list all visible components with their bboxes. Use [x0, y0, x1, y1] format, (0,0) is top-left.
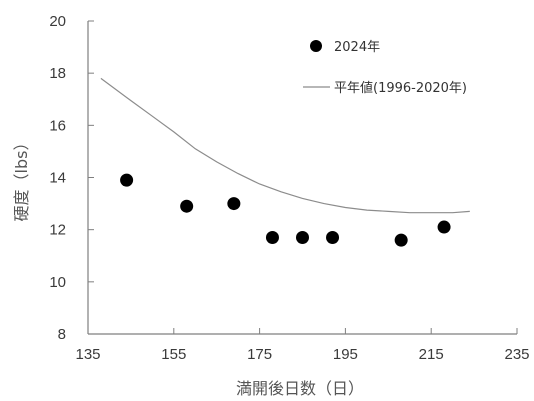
data-point-2024 — [296, 230, 309, 244]
legend: 2024年 平年値(1996-2020年) — [303, 40, 467, 96]
x-tick-label: 195 — [333, 346, 358, 363]
x-axis-title: 満開後日数（日） — [236, 379, 364, 398]
x-tick-label: 135 — [75, 346, 100, 363]
y-tick-label: 18 — [49, 65, 66, 82]
legend-label-2024: 2024年 — [334, 40, 380, 55]
ticks-layer: 135 155 175 195 215 235 8 10 12 14 16 18 20 — [49, 13, 529, 363]
x-tick-label: 155 — [161, 346, 186, 363]
legend-label-normal: 平年値(1996-2020年) — [334, 80, 467, 96]
data-point-2024 — [120, 173, 134, 187]
y-tick-label: 10 — [49, 274, 66, 291]
data-point-2024 — [265, 230, 279, 244]
y-tick-label: 14 — [49, 170, 66, 187]
legend-marker-2024 — [310, 40, 322, 52]
data-point-2024 — [326, 230, 340, 244]
y-axis-title: 硬度（lbs） — [12, 135, 31, 222]
data-point-2024 — [394, 233, 408, 247]
series-line-normal — [100, 77, 470, 214]
y-tick-label: 8 — [58, 326, 66, 343]
y-tick-label: 12 — [49, 222, 66, 239]
x-tick-label: 175 — [247, 346, 272, 363]
series-layer — [100, 77, 470, 247]
data-point-2024 — [227, 197, 241, 211]
x-tick-label: 235 — [504, 346, 529, 363]
y-tick-label: 16 — [49, 117, 66, 134]
x-tick-label: 215 — [419, 346, 444, 363]
y-tick-label: 20 — [49, 13, 66, 30]
data-point-2024 — [180, 199, 194, 213]
data-point-2024 — [437, 220, 451, 234]
